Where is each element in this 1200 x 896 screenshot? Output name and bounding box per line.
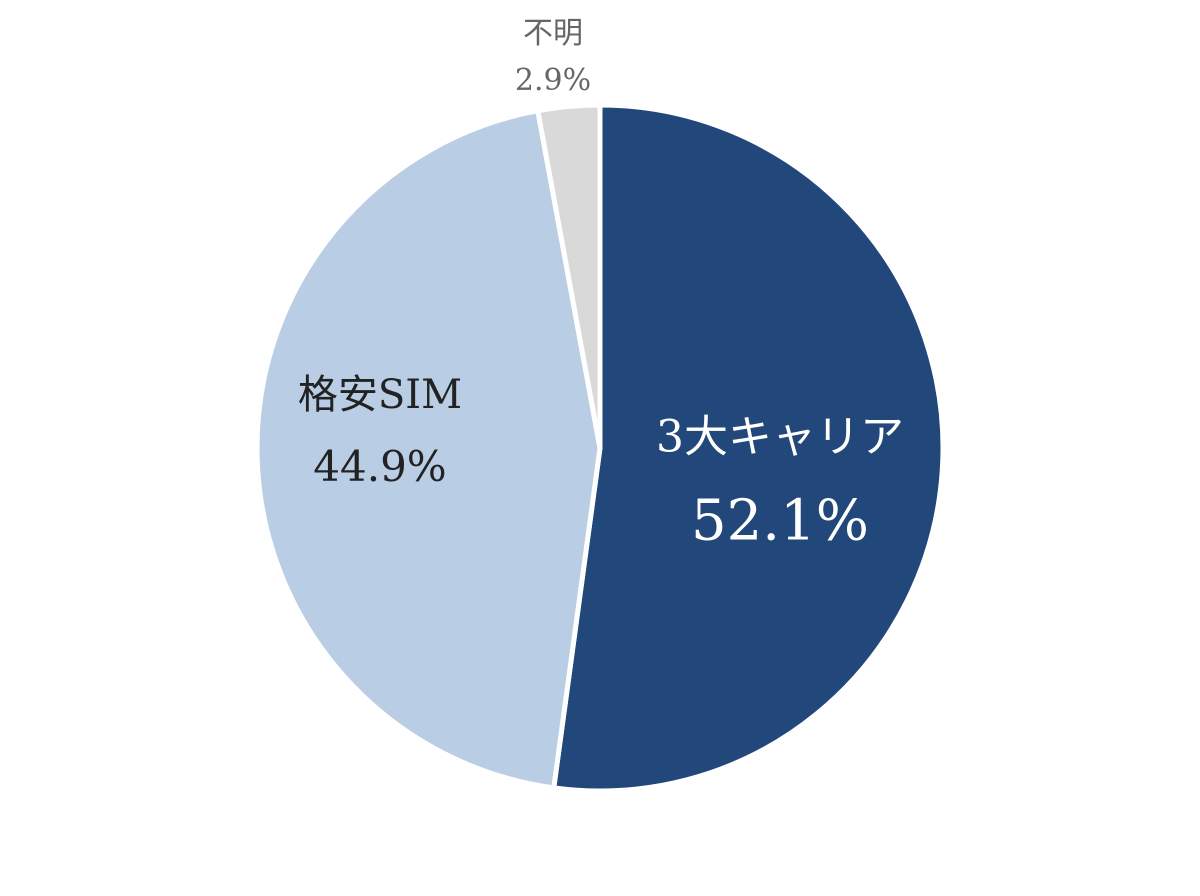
pie-slice [551, 102, 946, 794]
value-label: 2.9% [515, 63, 591, 98]
pie-slice [535, 102, 603, 451]
slice-label: 3大キャリア [656, 412, 904, 463]
slice-label: 不明 [523, 16, 583, 51]
slice-label: 格安SIM [298, 372, 462, 418]
pie-slice [254, 108, 603, 791]
value-label: 52.1% [691, 489, 869, 554]
value-label: 44.9% [313, 442, 446, 491]
